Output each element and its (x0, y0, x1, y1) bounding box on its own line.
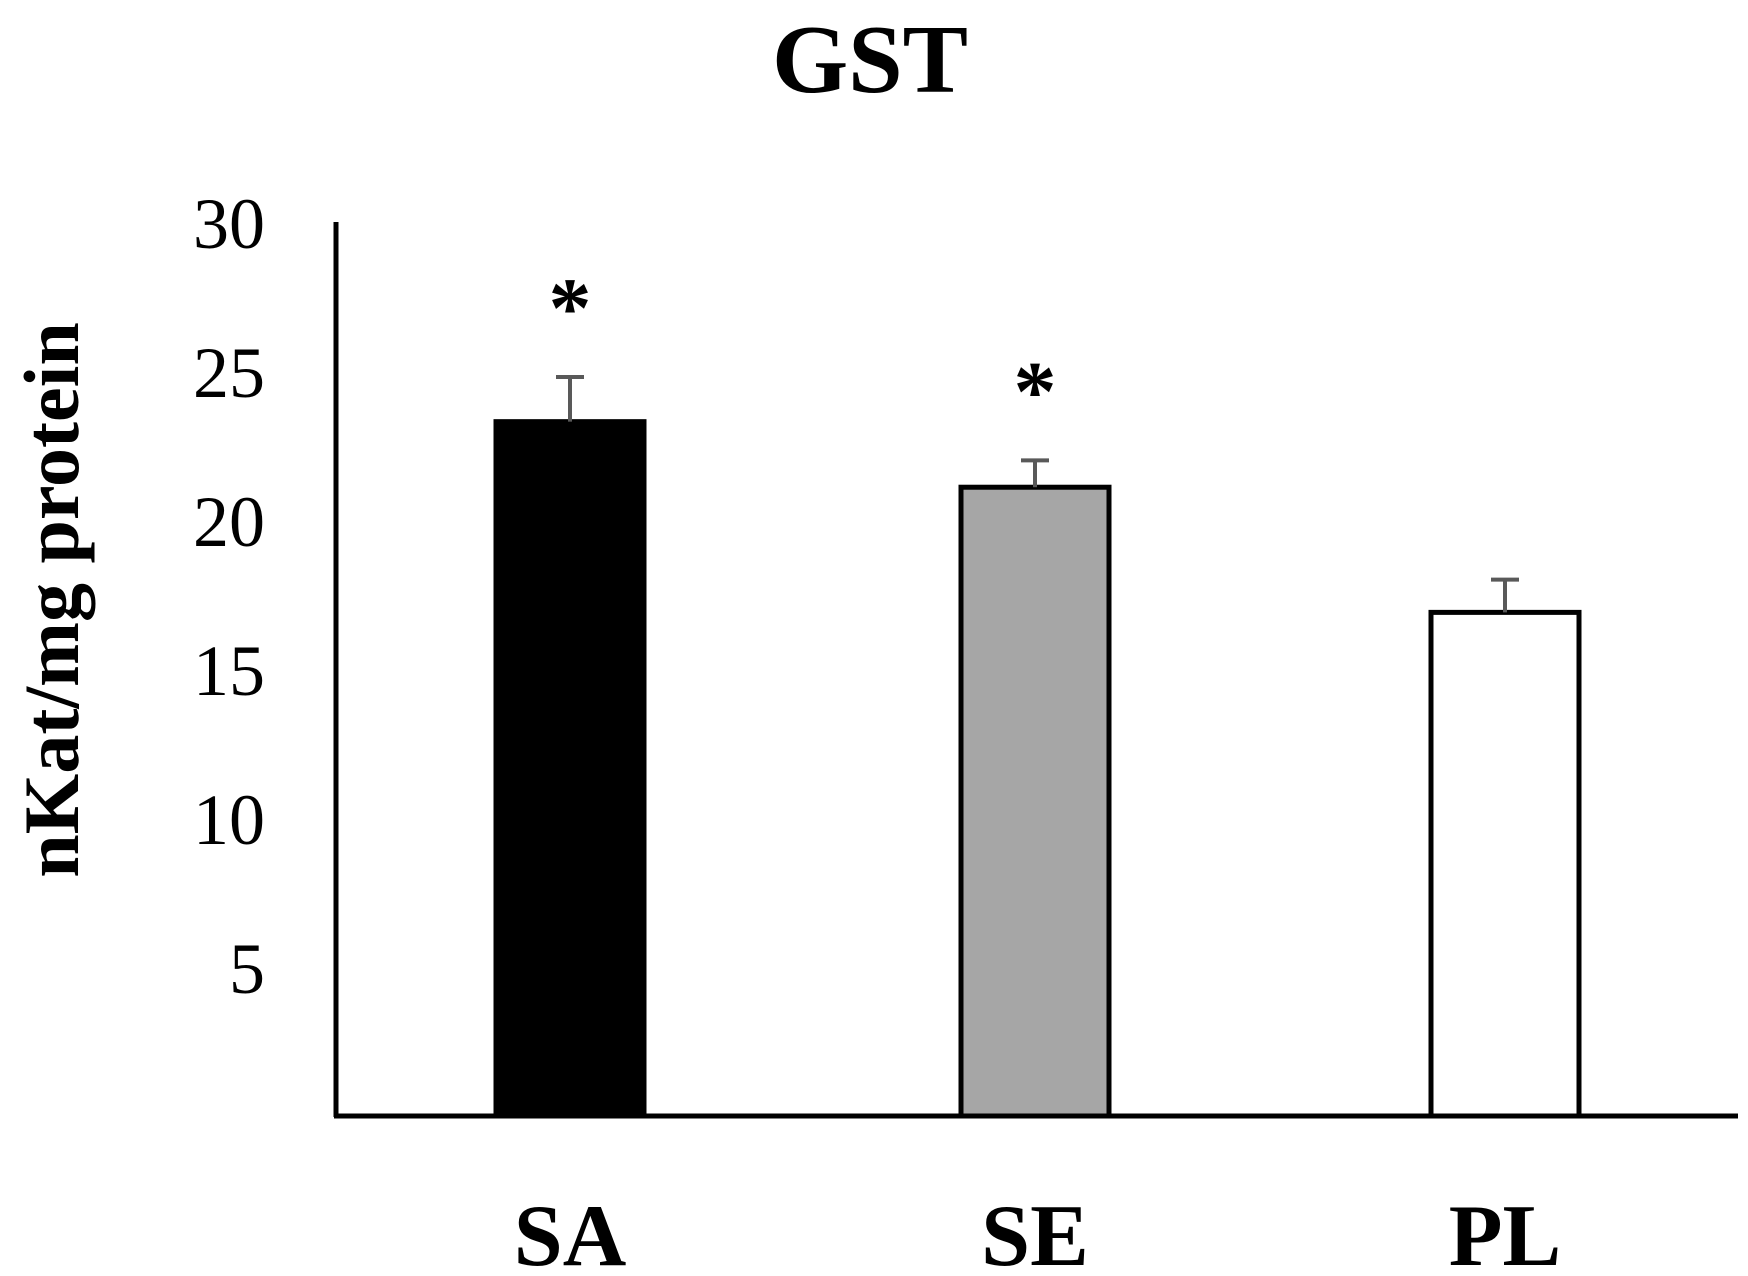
significance-markers: ** (549, 260, 1057, 439)
x-tick-label-pl: PL (1449, 1188, 1561, 1276)
bar-sa (493, 419, 647, 1119)
y-tick-label-25: 25 (193, 333, 265, 413)
y-tick-label-15: 15 (193, 631, 265, 711)
y-tick-labels: 5 10 15 20 25 30 (193, 184, 265, 1009)
y-tick-label-20: 20 (193, 482, 265, 562)
y-tick-label-10: 10 (193, 780, 265, 860)
y-tick-label-30: 30 (193, 184, 265, 264)
error-bars (556, 374, 1519, 613)
x-tick-label-sa: SA (514, 1188, 627, 1276)
x-tick-labels: SA SE PL (514, 1188, 1561, 1276)
significance-star-se: * (1014, 343, 1057, 439)
bar-se (958, 484, 1112, 1119)
bar-pl (1428, 609, 1582, 1119)
chart-title: GST (772, 6, 968, 114)
significance-star-sa: * (549, 260, 592, 356)
x-tick-label-se: SE (981, 1188, 1089, 1276)
y-tick-label-5: 5 (229, 929, 265, 1009)
y-axis-label: nKat/mg protein (8, 322, 95, 877)
bars (493, 419, 1582, 1119)
